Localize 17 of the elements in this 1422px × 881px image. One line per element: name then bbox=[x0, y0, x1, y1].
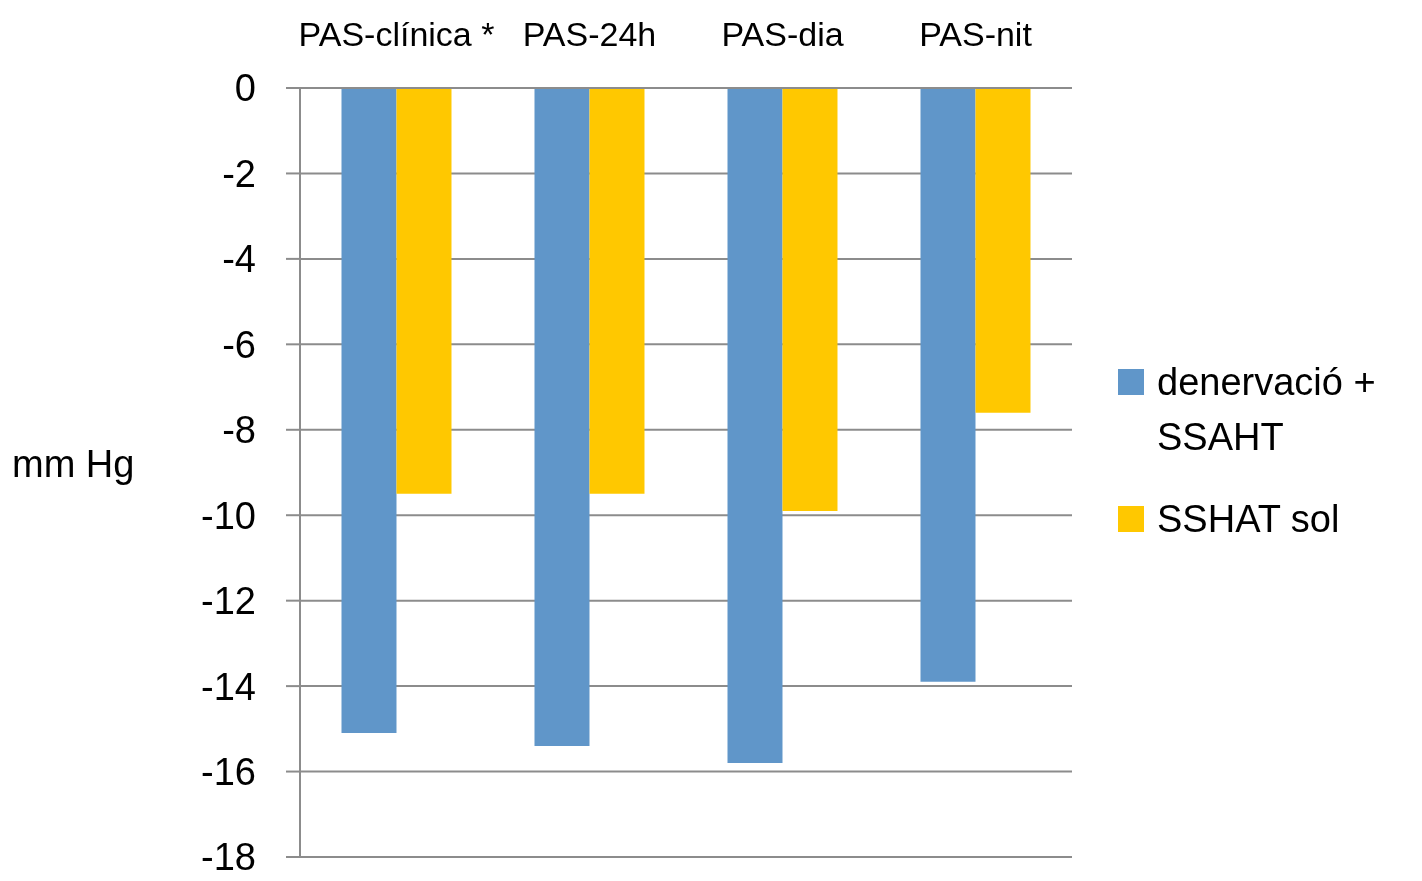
y-tick-label: -12 bbox=[201, 580, 256, 623]
y-tick-label: -4 bbox=[222, 238, 256, 281]
y-tick-label: -16 bbox=[201, 751, 256, 794]
y-axis-title: mm Hg bbox=[12, 442, 135, 485]
y-tick-label: -2 bbox=[222, 152, 256, 195]
y-tick-label: 0 bbox=[234, 67, 256, 110]
y-tick-label: -6 bbox=[222, 323, 256, 366]
x-tick-label: PAS-nit bbox=[919, 15, 1033, 53]
legend-label: denervació + SSAHT bbox=[1157, 360, 1376, 458]
y-tick-label: -10 bbox=[201, 494, 256, 537]
legend-label: SSHAT sol bbox=[1157, 497, 1340, 540]
y-tick-label: -18 bbox=[201, 836, 256, 879]
x-tick-label: PAS-24h bbox=[522, 15, 657, 53]
x-tick-label: PAS-dia bbox=[721, 15, 844, 53]
x-tick-label: PAS-clínica * bbox=[298, 15, 495, 53]
y-tick-label: -8 bbox=[222, 409, 256, 452]
y-tick-label: -14 bbox=[201, 665, 256, 708]
